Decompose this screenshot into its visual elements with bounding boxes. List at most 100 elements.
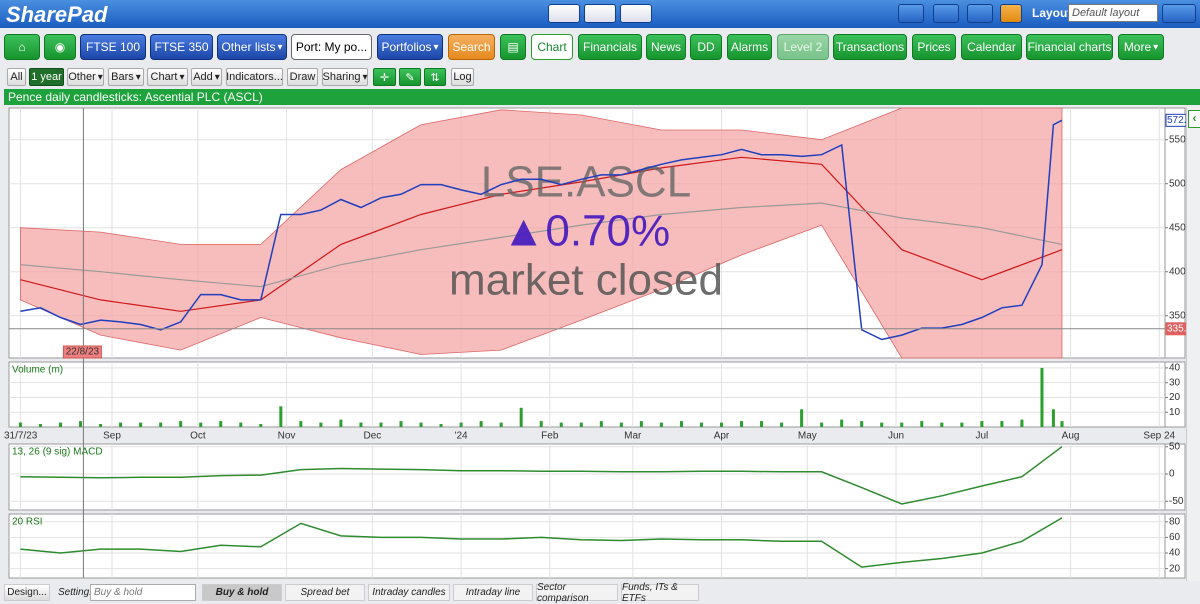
volume-bar <box>519 407 523 427</box>
pencil-button[interactable]: ✎ <box>399 68 421 86</box>
search-button[interactable]: Search <box>448 34 495 60</box>
toolbar-button[interactable]: Add <box>191 68 222 86</box>
nav-button[interactable]: FTSE 350 <box>150 34 213 60</box>
setting-tab[interactable]: Sector comparison <box>536 582 618 604</box>
toolbar-button[interactable]: 1 year <box>29 68 64 86</box>
setting-tab[interactable]: Spread bet <box>285 584 365 601</box>
x-tick-label: Apr <box>714 431 730 442</box>
price-marker-label: 335.2 <box>1167 323 1192 334</box>
volume-bar <box>619 422 623 427</box>
home-button[interactable]: ⌂ <box>4 34 40 60</box>
setting-select[interactable]: Buy & hold <box>90 584 196 601</box>
volume-bar <box>179 421 183 427</box>
x-tick-label: Aug <box>1062 431 1080 442</box>
data-line <box>20 517 1063 568</box>
setting-tab[interactable]: Buy & hold <box>202 584 282 601</box>
collapse-button[interactable]: ‹ <box>1188 110 1200 128</box>
volume-bar <box>1040 367 1044 427</box>
volume-bar <box>419 422 423 427</box>
nav-button[interactable]: Financials <box>578 34 642 60</box>
panel-title: 20 RSI <box>12 517 43 528</box>
nav-button[interactable]: Portfolios <box>377 34 443 60</box>
toolbar-button[interactable]: Other <box>67 68 104 86</box>
nav-button[interactable]: DD <box>690 34 722 60</box>
toolbar-button[interactable]: Indicators... <box>226 68 283 86</box>
view-button[interactable] <box>548 4 580 23</box>
volume-bar <box>820 422 824 427</box>
toolbar-button[interactable]: Sharing <box>322 68 368 86</box>
volume-bar <box>399 421 403 427</box>
y-tick-label: 40 <box>1169 363 1181 374</box>
toolbar-button[interactable]: Draw <box>287 68 318 86</box>
volume-bar <box>840 419 844 427</box>
volume-bar <box>1020 419 1024 427</box>
volume-bar <box>699 422 703 427</box>
volume-bar <box>259 424 263 427</box>
setting-tab[interactable]: Intraday line <box>453 584 533 601</box>
y-tick-label: 10 <box>1169 407 1181 418</box>
panel <box>8 513 1166 579</box>
volume-bar <box>299 421 303 427</box>
volume-bar <box>439 424 443 427</box>
logo: SharePad <box>6 2 108 27</box>
y-tick-label: 550 <box>1169 134 1186 145</box>
x-tick-label: Oct <box>190 431 206 442</box>
toolbar-button[interactable]: Bars <box>108 68 144 86</box>
nav-button[interactable]: News <box>646 34 686 60</box>
nav-button[interactable]: More <box>1118 34 1164 60</box>
volume-bar <box>1000 421 1004 427</box>
setting-tab[interactable]: Funds, ITs & ETFs <box>621 582 699 604</box>
x-tick-label: '24 <box>455 431 468 442</box>
nav-button[interactable]: FTSE 100 <box>80 34 146 60</box>
view-button[interactable] <box>620 4 652 23</box>
view-button[interactable] <box>584 4 616 23</box>
y-tick-label: 60 <box>1169 532 1181 543</box>
nav-button[interactable]: Chart <box>531 34 573 60</box>
volume-bar <box>780 422 784 427</box>
x-tick-label: Dec <box>363 431 381 442</box>
icon-button[interactable] <box>898 4 924 23</box>
arrows-button[interactable]: ⇅ <box>424 68 446 86</box>
chart-title: Pence daily candlesticks: Ascential PLC … <box>4 89 1200 105</box>
toolbar-button[interactable]: Chart <box>147 68 188 86</box>
annotation: market closed <box>449 256 723 305</box>
nav-button[interactable]: Other lists <box>217 34 287 60</box>
x-tick-label: May <box>798 431 817 442</box>
nav-button[interactable]: Prices <box>912 34 956 60</box>
volume-bar <box>800 409 804 427</box>
nav-button[interactable]: Level 2 <box>777 34 829 60</box>
nav-button[interactable]: Financial charts <box>1026 34 1113 60</box>
crosshair-button[interactable]: ✛ <box>373 68 396 86</box>
price-marker-label: 572.0 <box>1167 115 1192 126</box>
globe-button[interactable]: ◉ <box>44 34 76 60</box>
volume-bar <box>139 422 143 427</box>
portfolio-input[interactable]: Port: My po... <box>291 34 372 60</box>
annotation: ▲0.70% <box>502 207 670 256</box>
y-tick-label: 400 <box>1169 266 1186 277</box>
volume-bar <box>18 422 22 427</box>
volume-bar <box>499 422 503 427</box>
crosshair-box <box>62 345 102 359</box>
design-button[interactable]: Design... <box>4 584 50 601</box>
x-tick-label: Mar <box>624 431 642 442</box>
moving-average <box>20 156 1063 312</box>
header: SharePad Layout: Default layout <box>0 0 1200 28</box>
volume-bar <box>940 422 944 427</box>
volume-bar <box>860 421 864 427</box>
settings-button[interactable] <box>1162 4 1196 23</box>
help-button[interactable] <box>1000 4 1022 23</box>
layout-select[interactable]: Default layout <box>1068 4 1158 22</box>
y-tick-label: -50 <box>1169 496 1184 507</box>
setting-tab[interactable]: Intraday candles <box>368 584 450 601</box>
nav-button[interactable]: Transactions <box>833 34 907 60</box>
nav-button[interactable]: Alarms <box>727 34 772 60</box>
volume-bar <box>740 421 744 427</box>
icon-button[interactable] <box>933 4 959 23</box>
doc-button[interactable]: ▤ <box>500 34 526 60</box>
icon-button[interactable] <box>967 4 993 23</box>
nav-button[interactable]: Calendar <box>961 34 1022 60</box>
panel-title: Volume (m) <box>12 365 63 376</box>
toolbar-button[interactable]: Log <box>451 68 474 86</box>
toolbar-button[interactable]: All <box>7 68 26 86</box>
